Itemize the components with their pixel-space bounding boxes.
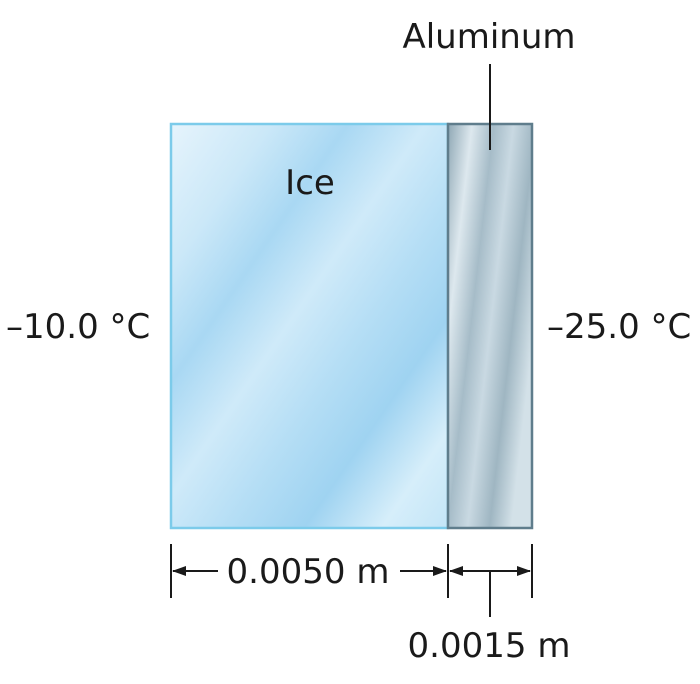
left-temperature-label: –10.0 °C: [6, 307, 150, 347]
aluminum-thickness-label: 0.0015 m: [408, 626, 571, 666]
aluminum-label: Aluminum: [402, 17, 575, 57]
ice-label: Ice: [285, 163, 335, 203]
ice-slab: [169, 122, 450, 530]
ice-thickness-label: 0.0050 m: [227, 552, 390, 592]
aluminum-slab: [446, 122, 534, 530]
right-temperature-label: –25.0 °C: [547, 307, 691, 347]
